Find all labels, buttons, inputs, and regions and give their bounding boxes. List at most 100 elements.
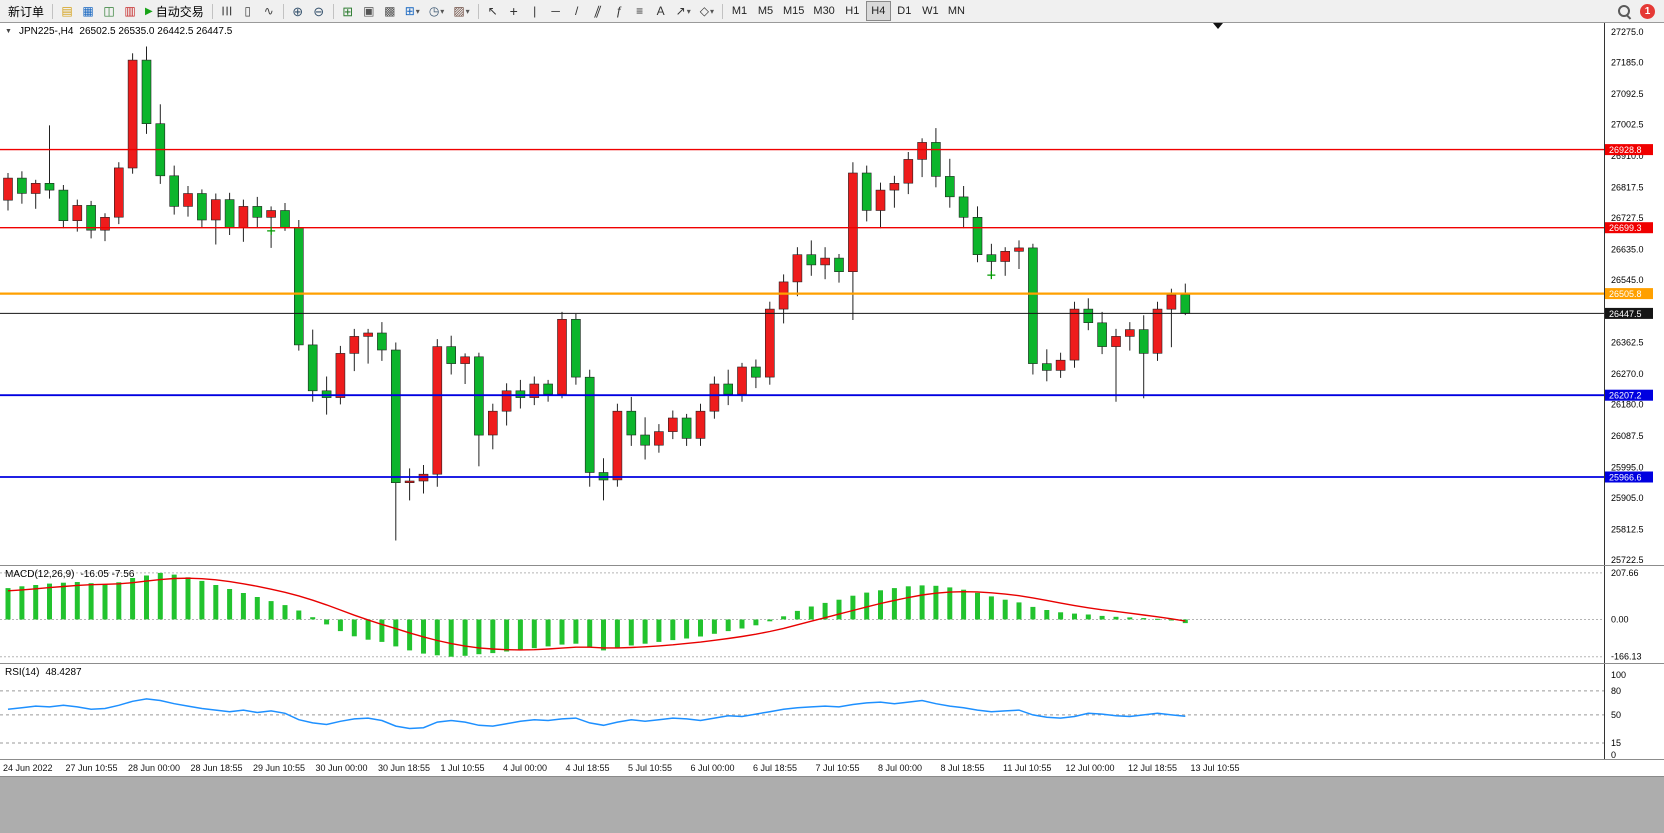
crosshair-tool-button[interactable]: + [504, 1, 524, 21]
time-axis-label: 1 Jul 10:55 [440, 763, 485, 773]
timeframe-m30[interactable]: M30 [809, 1, 838, 21]
price-tag [1605, 307, 1653, 319]
svg-text:207.66: 207.66 [1611, 568, 1639, 578]
macd-signal-line [7, 577, 1186, 651]
rsi-chart[interactable]: 100 80 50 15 0 [0, 664, 1664, 759]
time-axis-label: 6 Jul 00:00 [690, 763, 735, 773]
levels-icon: ≡ [636, 4, 644, 18]
price-chart-panel[interactable]: ▼ JPN225-,H4 26502.5 26535.0 26442.5 264… [0, 23, 1664, 565]
toolbar-separator [722, 3, 723, 19]
period-dropdown-button[interactable]: ◷ ▾ [425, 1, 449, 21]
candlestick-chart[interactable]: 27275.0 27185.0 27092.5 27002.5 26910.0 26817… [0, 23, 1664, 565]
collapse-icon[interactable]: ▼ [5, 28, 12, 35]
chart-shift-marker-icon[interactable] [1213, 23, 1223, 29]
svg-text:26635.0: 26635.0 [1611, 245, 1644, 255]
arrange-windows-icon: ▩ [384, 4, 396, 18]
text-tool-button[interactable]: A [651, 1, 671, 21]
zoom-in-icon: ⊕ [292, 3, 304, 19]
terminal-icon: ▥ [124, 4, 136, 18]
rsi-line [7, 698, 1186, 730]
time-axis-label: 4 Jul 00:00 [503, 763, 548, 773]
bar-chart-icon: ☰ [219, 5, 234, 17]
data-window-button[interactable]: ▦ [78, 1, 98, 21]
timeframe-m1[interactable]: M1 [727, 1, 752, 21]
timeframe-h1[interactable]: H1 [840, 1, 865, 21]
fibonacci-tool-button[interactable]: ƒ [609, 1, 629, 21]
horizontal-level-lines[interactable] [0, 148, 1604, 478]
cursor-tool-button[interactable]: ↖ [483, 1, 503, 21]
timeframe-m15[interactable]: M15 [779, 1, 808, 21]
cascade-windows-button[interactable]: ▣ [359, 1, 379, 21]
toolbar: 新订单 ▤ ▦ ◫ ▥ ▶ 自动交易 ☰ ▯ ∿ ⊕ ⊖ ⊞ ▣ ▩ ⊞ ▾ ◷ ▾ … [0, 0, 1664, 23]
tile-windows-button[interactable]: ⊞ [338, 1, 358, 21]
time-axis-label: 8 Jul 00:00 [878, 763, 923, 773]
market-watch-button[interactable]: ▤ [57, 1, 77, 21]
timeframe-h4[interactable]: H4 [865, 1, 891, 21]
svg-text:27092.5: 27092.5 [1611, 89, 1644, 99]
shapes-icon: ◇ [699, 4, 709, 18]
timeframe-w1[interactable]: W1 [918, 1, 943, 21]
new-order-button[interactable]: 新订单 [4, 1, 48, 21]
terminal-button[interactable]: ▥ [120, 1, 140, 21]
time-axis-label: 30 Jun 00:00 [315, 763, 368, 773]
time-axis-label: 27 Jun 10:55 [65, 763, 118, 773]
candlestick-type-button[interactable]: ▯ [238, 1, 258, 21]
macd-panel[interactable]: MACD(12,26,9) -16.05 -7.56 207.66 0.00 -16… [0, 565, 1664, 663]
template-dropdown-button[interactable]: ▨ ▾ [449, 1, 473, 21]
time-axis-label: 6 Jul 18:55 [753, 763, 798, 773]
svg-text:26545.0: 26545.0 [1611, 275, 1644, 285]
time-axis-label: 28 Jun 00:00 [128, 763, 181, 773]
timeframe-d1[interactable]: D1 [892, 1, 917, 21]
macd-histogram [5, 572, 1188, 657]
rsi-grid [0, 690, 1604, 744]
algo-trading-play-icon: ▶ [145, 5, 153, 17]
rsi-title: RSI(14) 48.4287 [5, 667, 82, 678]
algo-trading-label: 自动交易 [155, 4, 204, 19]
zoom-out-button[interactable]: ⊖ [309, 1, 329, 21]
macd-chart[interactable]: 207.66 0.00 -166.13 [0, 566, 1664, 663]
svg-text:25995.0: 25995.0 [1611, 462, 1644, 472]
price-tag [1605, 222, 1653, 234]
rsi-values: 48.4287 [45, 667, 82, 678]
chevron-down-icon: ▾ [465, 6, 470, 16]
svg-text:27275.0: 27275.0 [1611, 27, 1644, 37]
navigator-button[interactable]: ◫ [99, 1, 119, 21]
svg-text:26910.0: 26910.0 [1611, 151, 1644, 161]
svg-text:-166.13: -166.13 [1611, 652, 1642, 662]
timeframe-mn[interactable]: MN [944, 1, 969, 21]
new-chart-icon: ⊞ [404, 4, 415, 18]
svg-text:26207.2: 26207.2 [1609, 391, 1642, 401]
rsi-axis: 100 80 50 15 0 [1604, 664, 1626, 759]
timeframe-group: M1 M5 M15 M30 H1 H4 D1 W1 MN [727, 1, 969, 21]
search-icon[interactable] [1617, 4, 1631, 18]
time-axis-label: 12 Jul 18:55 [1128, 763, 1178, 773]
arrows-tool-button[interactable]: ↗ ▾ [672, 1, 695, 21]
levels-tool-button[interactable]: ≡ [630, 1, 650, 21]
cross-markers[interactable] [267, 226, 996, 280]
shapes-tool-button[interactable]: ◇ ▾ [696, 1, 718, 21]
symbol-period-label: JPN225-,H4 [18, 26, 74, 37]
cascade-windows-icon: ▣ [363, 4, 375, 18]
rsi-panel[interactable]: RSI(14) 48.4287 100 80 50 15 0 [0, 663, 1664, 759]
svg-text:26928.8: 26928.8 [1609, 145, 1642, 155]
zoom-in-button[interactable]: ⊕ [288, 1, 308, 21]
arrange-windows-button[interactable]: ▩ [380, 1, 400, 21]
timeframe-m5[interactable]: M5 [753, 1, 778, 21]
svg-text:27185.0: 27185.0 [1611, 58, 1644, 68]
trendline-tool-button[interactable]: / [567, 1, 587, 21]
vertical-line-tool-button[interactable]: | [525, 1, 545, 21]
channel-tool-button[interactable]: ∥ [588, 1, 608, 21]
svg-text:26087.5: 26087.5 [1611, 431, 1644, 441]
time-axis[interactable]: 24 Jun 2022 27 Jun 10:55 28 Jun 00:00 28 Ju… [0, 759, 1664, 776]
horizontal-line-tool-button[interactable]: ─ [546, 1, 566, 21]
algo-trading-button[interactable]: ▶ 自动交易 [141, 1, 208, 21]
toolbar-separator [282, 3, 284, 19]
svg-text:26699.3: 26699.3 [1609, 223, 1642, 233]
line-chart-type-button[interactable]: ∿ [259, 1, 279, 21]
notification-badge[interactable]: 1 [1640, 3, 1655, 19]
chevron-down-icon: ▾ [709, 6, 714, 16]
bar-chart-type-button[interactable]: ☰ [217, 1, 237, 21]
market-watch-icon: ▤ [61, 4, 73, 18]
arrow-icon: ↗ [675, 4, 686, 18]
new-chart-button[interactable]: ⊞ ▾ [401, 1, 424, 21]
